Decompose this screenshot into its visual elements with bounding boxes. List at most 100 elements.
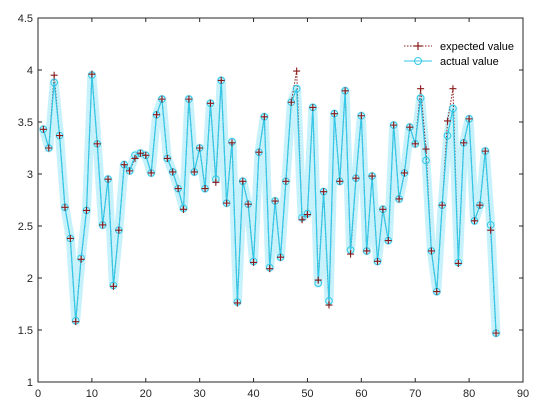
expected-point [99,221,107,229]
expected-point [347,250,355,258]
expected-point [438,201,446,209]
legend-actual-label: actual value [440,56,499,68]
expected-point [77,255,85,263]
expected-point [39,125,47,133]
expected-point [93,140,101,148]
expected-point [422,145,430,153]
x-tick-label: 0 [35,388,41,400]
expected-point [411,140,419,148]
expected-point [374,257,381,265]
y-tick-label: 2.5 [18,221,33,233]
expected-point [314,276,322,284]
expected-point [400,169,408,177]
y-tick-label: 4.5 [18,13,33,25]
expected-point [368,172,376,180]
expected-point [444,117,452,125]
expected-point [298,216,306,224]
expected-point [449,85,457,93]
legend-actual-marker [414,57,422,65]
expected-point [131,154,139,162]
expected-point [174,185,182,193]
expected-point [120,161,128,169]
expected-point [433,288,441,296]
expected-point [88,70,96,78]
expected-point [454,259,462,267]
expected-point [487,226,495,234]
expected-point [45,144,53,152]
expected-point [50,71,58,79]
x-tick-label: 40 [247,388,259,400]
expected-point [341,87,349,95]
expected-point [180,205,187,213]
expected-point [109,282,117,290]
expected-point [250,258,258,266]
x-tick-label: 90 [517,388,529,400]
x-tick-label: 50 [301,388,313,400]
expected-point [212,178,220,186]
expected-point [309,103,317,111]
expected-point [476,201,484,209]
y-tick-label: 1.5 [18,325,33,337]
expected-point [363,247,371,255]
expected-point [293,67,301,75]
expected-point [330,110,338,118]
legend-expected-marker [414,42,422,50]
plot-frame [37,17,524,383]
expected-point [217,76,225,84]
expected-point [303,211,311,219]
expected-point [61,203,69,211]
actual-point [292,84,301,93]
expected-point [471,217,478,225]
expected-point [352,174,360,182]
actual-point [449,104,457,113]
expected-point [104,175,112,183]
expected-point [465,115,473,123]
expected-point [185,95,193,103]
actual-point [416,94,425,102]
expected-point [115,226,123,234]
expected-point [357,112,365,120]
y-tick-label: 2 [27,273,33,285]
expected-point [244,200,252,208]
actual-point [422,156,430,165]
expected-point [56,132,64,140]
y-tick-label: 1 [27,377,33,389]
x-tick-label: 20 [140,388,152,400]
expected-point [239,177,247,185]
legend-expected-label: expected value [440,41,514,53]
expected-point [325,301,333,309]
expected-point [271,197,279,205]
expected-point [395,195,403,203]
expected-point [126,167,134,175]
expected-point [336,177,344,185]
expected-point [196,144,204,152]
expected-point [390,121,398,129]
actual-point [443,131,452,140]
expected-point [282,177,290,185]
expected-point [66,234,74,242]
x-tick-label: 70 [409,388,421,400]
expected-point [417,85,425,93]
x-tick-label: 80 [463,388,475,400]
expected-point [481,147,489,155]
expected-point [427,247,435,255]
x-tick-label: 60 [355,388,367,400]
expected-point [260,113,268,121]
series-layer [39,67,500,337]
y-axis-ticks: 1 1.5 2 2.5 3 3.5 4 4.5 [18,13,523,389]
expected-point [492,329,500,337]
expected-point [460,139,468,147]
y-tick-label: 4 [27,65,33,77]
expected-point [83,206,90,214]
expected-point [206,99,214,107]
expected-point [169,168,177,176]
expected-point [201,185,209,193]
expected-point [320,188,328,196]
expected-point [147,169,155,177]
expected-point [266,265,274,273]
expected-point [136,149,144,157]
expected-point [190,168,198,176]
legend: expected value actual value [404,41,514,68]
expected-point [255,148,263,156]
